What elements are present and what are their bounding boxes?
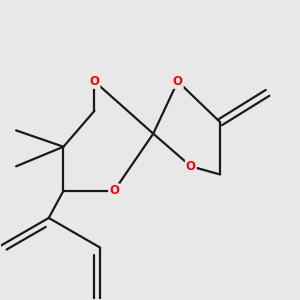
Text: O: O [186,160,196,173]
Text: O: O [109,184,119,197]
Text: O: O [89,75,100,88]
Text: O: O [173,75,183,88]
